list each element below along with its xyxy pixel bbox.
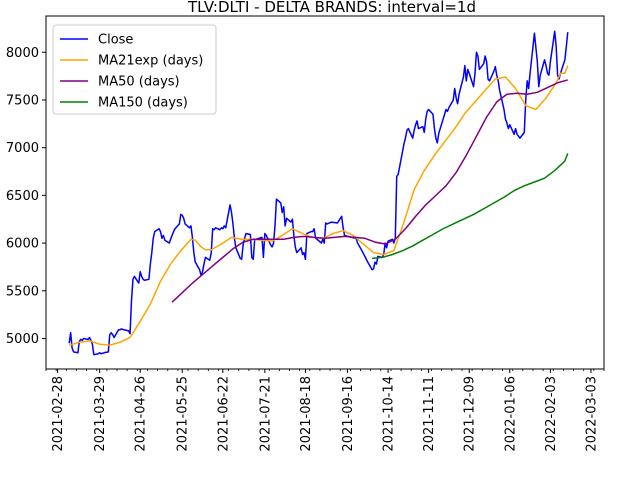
x-axis: 2021-02-28 2021-03-29 2021-04-26 2021-05-25… bbox=[45, 369, 605, 452]
x-tick-label: 2022-01-06 bbox=[503, 376, 518, 452]
x-tick-label: 2021-03-29 bbox=[93, 376, 108, 452]
legend-label-3: MA150 (days) bbox=[98, 96, 188, 111]
x-tick-label: 2021-10-14 bbox=[382, 376, 397, 452]
y-tick-label: 6000 bbox=[6, 237, 39, 252]
x-tick-label: 2021-06-22 bbox=[216, 376, 231, 452]
y-tick-label: 6500 bbox=[6, 189, 39, 204]
y-tick-label: 8000 bbox=[6, 46, 39, 61]
y-tick-label: 7500 bbox=[6, 93, 39, 108]
legend-box bbox=[52, 24, 217, 115]
x-tick-label: 2022-02-03 bbox=[544, 376, 559, 452]
x-tick-label: 2021-02-28 bbox=[51, 376, 66, 452]
x-tick-label: 2021-12-09 bbox=[463, 376, 478, 452]
x-tick-label: 2021-09-16 bbox=[341, 376, 356, 452]
series-line-3 bbox=[372, 153, 569, 260]
y-tick-label: 5500 bbox=[6, 284, 39, 299]
plot-frame bbox=[45, 15, 605, 370]
y-axis: 5000 5500 6000 6500 7000 7500 8000 bbox=[6, 46, 46, 347]
series-line-2 bbox=[171, 79, 568, 303]
series-lines bbox=[68, 30, 569, 356]
chart-title: TLV:DLTI - DELTA BRANDS: interval=1d bbox=[187, 0, 476, 16]
x-tick-label: 2021-07-21 bbox=[258, 376, 273, 452]
series-line-0 bbox=[68, 30, 569, 356]
x-tick-label: 2022-03-03 bbox=[584, 376, 599, 452]
x-tick-label: 2021-11-11 bbox=[422, 376, 437, 452]
x-tick-label: 2021-04-26 bbox=[134, 376, 149, 452]
legend-label-0: Close bbox=[98, 33, 133, 48]
y-tick-label: 5000 bbox=[6, 332, 39, 347]
legend: Close MA21exp (days) MA50 (days) MA150 (day… bbox=[52, 24, 217, 115]
y-tick-label: 7000 bbox=[6, 141, 39, 156]
legend-label-1: MA21exp (days) bbox=[98, 54, 203, 69]
x-tick-label: 2021-08-18 bbox=[299, 376, 314, 452]
x-tick-label: 2021-05-25 bbox=[176, 376, 191, 452]
legend-label-2: MA50 (days) bbox=[98, 75, 180, 90]
